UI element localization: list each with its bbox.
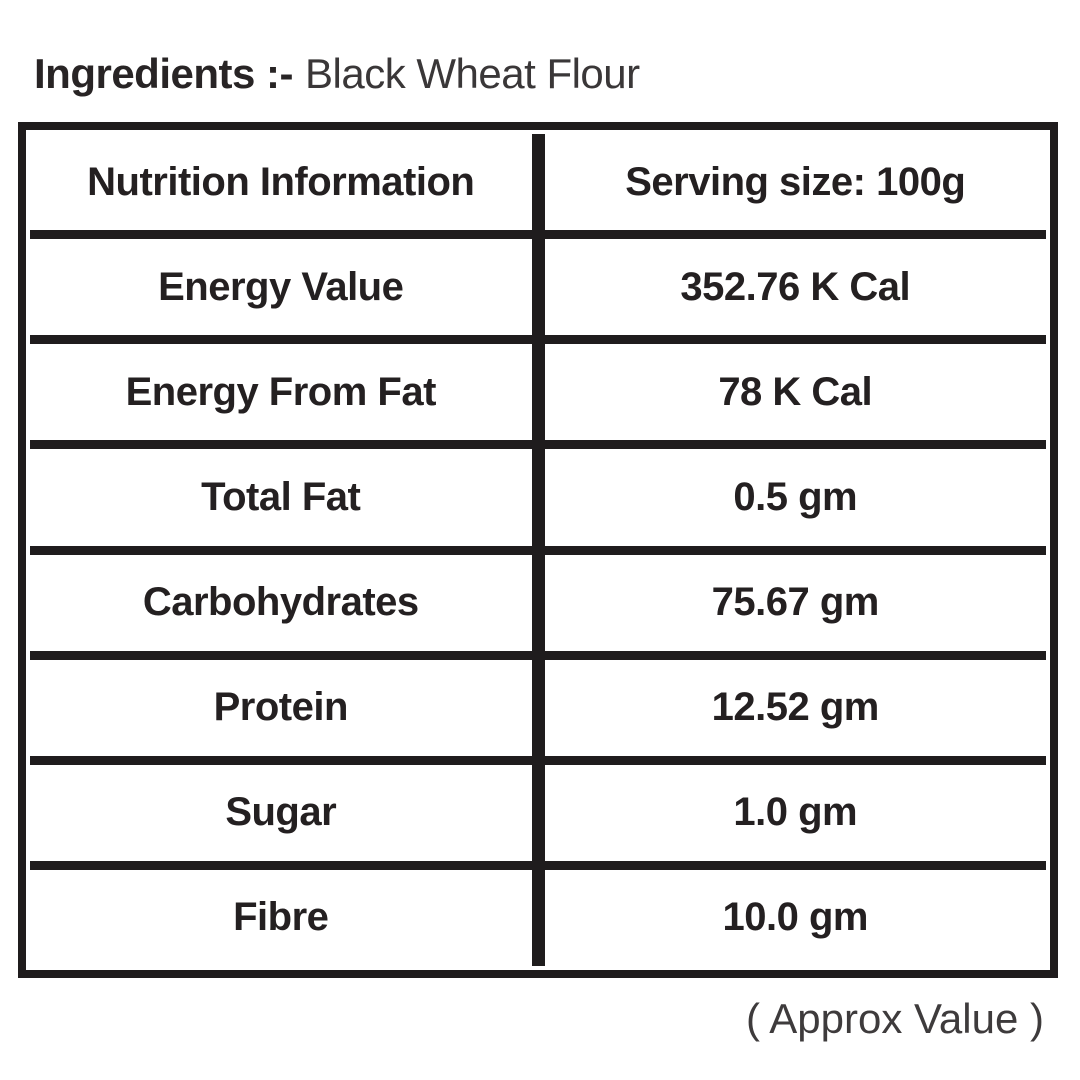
row-fibre-label: Fibre (30, 869, 532, 966)
row-sugar-value: 1.0 gm (544, 764, 1046, 861)
nutrition-table: Nutrition Information Serving size: 100g… (18, 122, 1058, 978)
ingredients-title-label: Ingredients :- (34, 50, 294, 97)
row-energy-value-label: Energy Value (30, 239, 532, 336)
table-header-value: Serving size: 100g (544, 134, 1046, 231)
row-total-fat-value: 0.5 gm (544, 449, 1046, 546)
row-protein-label: Protein (30, 659, 532, 756)
row-energy-value-value: 352.76 K Cal (544, 239, 1046, 336)
row-carbohydrates-value: 75.67 gm (544, 554, 1046, 651)
row-sugar-label: Sugar (30, 764, 532, 861)
ingredients-title-value: Black Wheat Flour (305, 50, 640, 97)
row-carbohydrates-label: Carbohydrates (30, 554, 532, 651)
nutrition-table-grid: Nutrition Information Serving size: 100g… (30, 134, 1046, 966)
row-fibre-value: 10.0 gm (544, 869, 1046, 966)
row-energy-from-fat-value: 78 K Cal (544, 344, 1046, 441)
table-header-label: Nutrition Information (30, 134, 532, 231)
row-total-fat-label: Total Fat (30, 449, 532, 546)
row-protein-value: 12.52 gm (544, 659, 1046, 756)
approx-value-note: ( Approx Value ) (745, 995, 1044, 1042)
row-energy-from-fat-label: Energy From Fat (30, 344, 532, 441)
ingredients-title: Ingredients :- Black Wheat Flour (34, 50, 640, 98)
